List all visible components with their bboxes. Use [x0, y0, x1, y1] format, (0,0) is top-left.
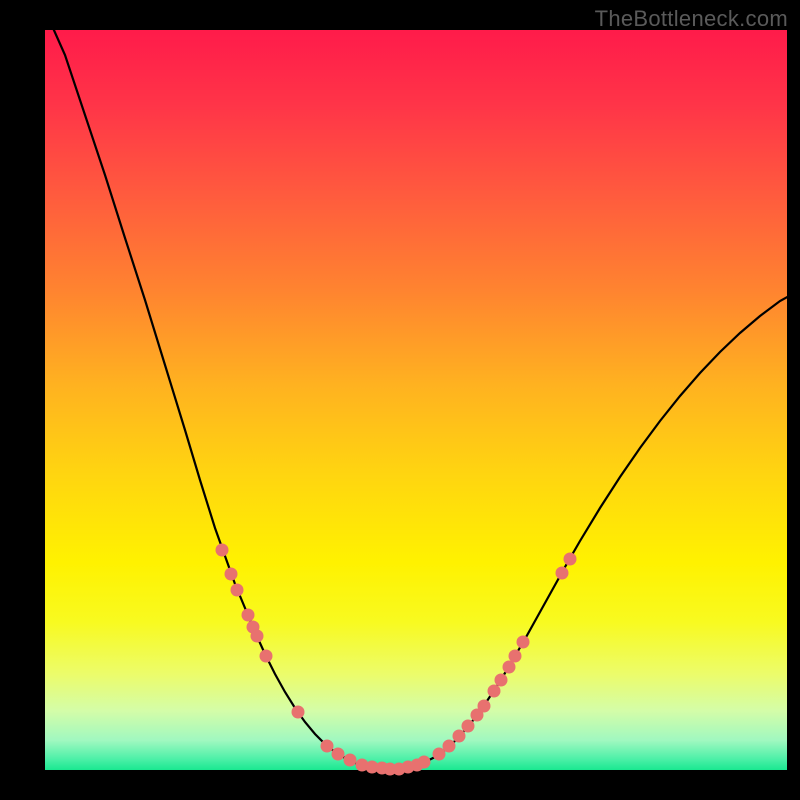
data-marker — [321, 740, 334, 753]
data-marker — [488, 685, 501, 698]
data-marker — [478, 700, 491, 713]
data-marker — [564, 553, 577, 566]
data-marker — [251, 630, 264, 643]
data-marker — [556, 567, 569, 580]
data-marker — [231, 584, 244, 597]
data-marker — [503, 661, 516, 674]
data-marker — [260, 650, 273, 663]
data-marker — [292, 706, 305, 719]
data-marker — [216, 544, 229, 557]
data-marker — [242, 609, 255, 622]
data-marker — [344, 754, 357, 767]
data-marker — [453, 730, 466, 743]
chart-svg — [0, 0, 800, 800]
data-marker — [225, 568, 238, 581]
data-marker — [509, 650, 522, 663]
data-marker — [418, 756, 431, 769]
data-marker — [517, 636, 530, 649]
data-marker — [495, 674, 508, 687]
data-marker — [443, 740, 456, 753]
data-marker — [332, 748, 345, 761]
data-marker — [462, 720, 475, 733]
watermark-label: TheBottleneck.com — [595, 6, 788, 32]
